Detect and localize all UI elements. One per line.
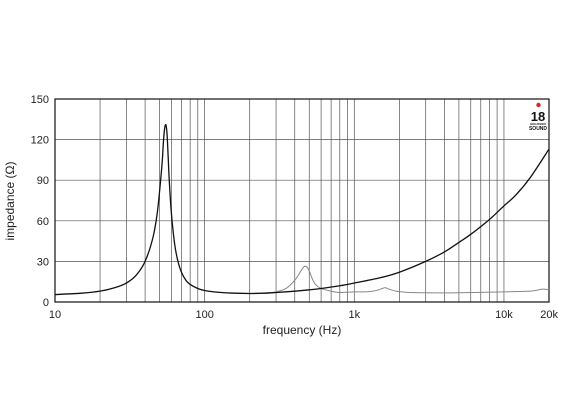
- logo-line1: EIGHTEEN: [530, 122, 545, 126]
- impedance-curve-secondary: [264, 265, 550, 294]
- logo-number: 18: [531, 109, 545, 124]
- y-tick-label: 60: [37, 216, 49, 228]
- impedance-curve-main: [54, 123, 550, 296]
- grid: [55, 99, 549, 302]
- logo-line2: SOUND: [529, 126, 547, 132]
- x-tick-label: 1k: [348, 309, 360, 321]
- eighteen-sound-logo: 18 EIGHTEEN SOUND: [529, 102, 547, 132]
- y-tick-label: 90: [37, 175, 49, 187]
- x-axis-label: frequency (Hz): [263, 323, 342, 337]
- logo-star-icon: [536, 102, 541, 108]
- y-axis-label: impedance (Ω): [3, 161, 17, 240]
- y-tick-label: 150: [31, 94, 49, 106]
- tick-labels: 10 100 1k 10k 20k 0 30 60 90 120 150: [31, 94, 559, 321]
- x-tick-label: 100: [195, 309, 213, 321]
- series-layer: [54, 123, 550, 296]
- y-tick-label: 120: [31, 135, 49, 147]
- plot-frame: [54, 98, 550, 303]
- x-tick-label: 20k: [540, 309, 558, 321]
- x-tick-label: 10: [49, 309, 61, 321]
- x-tick-label: 10k: [495, 309, 513, 321]
- y-tick-label: 30: [37, 256, 49, 268]
- y-tick-label: 0: [43, 297, 49, 309]
